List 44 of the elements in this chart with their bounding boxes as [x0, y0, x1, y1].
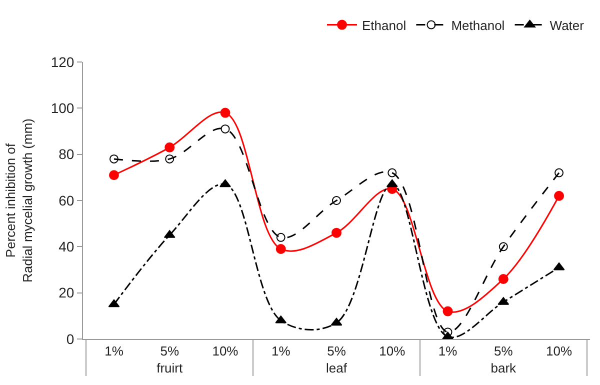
point [165, 154, 174, 164]
point [276, 232, 286, 242]
point [554, 190, 564, 201]
x-tick-label: 10% [212, 344, 239, 359]
y-tick-label: 40 [58, 238, 74, 255]
point [330, 318, 342, 326]
y-tick-label: 20 [58, 284, 74, 301]
y-tick-label: 120 [50, 54, 74, 70]
point [554, 168, 564, 178]
legend-label: Water [550, 18, 585, 33]
point [109, 154, 118, 164]
point [386, 179, 398, 188]
x-tick-label: 1% [271, 344, 291, 359]
point [164, 142, 175, 152]
point [220, 124, 230, 134]
point [553, 262, 565, 270]
point [332, 228, 342, 238]
point [498, 242, 508, 252]
text: leaf [326, 360, 348, 376]
x-tick-label: 10% [546, 344, 572, 359]
point [498, 274, 508, 284]
y-tick-label: 80 [58, 146, 74, 162]
y-tick-label: 60 [58, 192, 74, 208]
x-tick-label: 10% [379, 344, 406, 359]
legend-label: Ethanol [362, 18, 406, 33]
point [220, 179, 231, 188]
x-tick-label: 5% [327, 344, 346, 359]
x-tick-label: 1% [104, 344, 124, 359]
legend-label: Methanol [451, 18, 505, 33]
point [332, 196, 341, 205]
point [276, 244, 286, 254]
text: bark [490, 360, 517, 376]
y-tick-label: 0 [66, 330, 74, 347]
point [108, 170, 119, 180]
y-axis-title: Percent inhibition of Radial mycelial growth (mm) [2, 118, 35, 282]
text: fruirt [156, 360, 183, 376]
x-tick-label: 5% [160, 344, 180, 359]
point [388, 168, 397, 178]
point [108, 299, 120, 308]
x-tick-label: 1% [438, 344, 458, 359]
point [442, 306, 453, 316]
y-tick-label: 100 [50, 100, 74, 116]
x-tick-label: 5% [494, 344, 514, 359]
point [220, 108, 230, 118]
